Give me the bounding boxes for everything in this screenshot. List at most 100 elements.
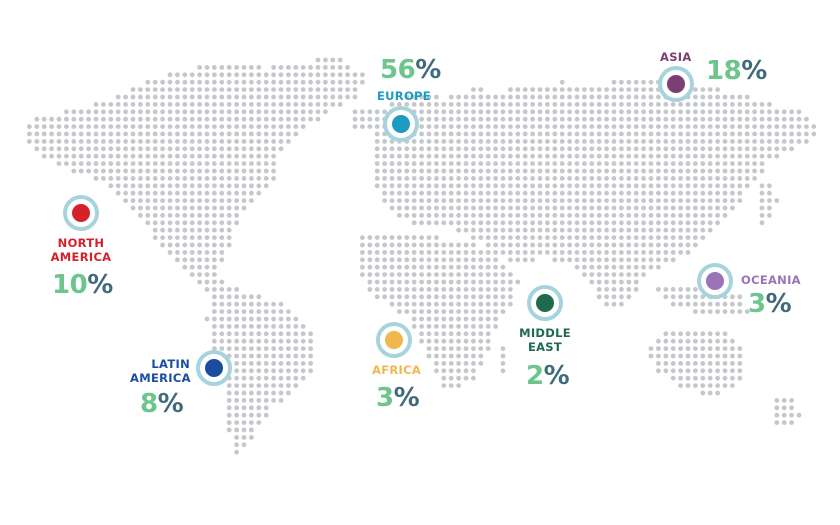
map-dot: [263, 346, 269, 351]
map-dot: [471, 294, 476, 300]
map-dot: [463, 116, 469, 122]
map-dot: [552, 131, 558, 137]
map-dot: [604, 190, 609, 196]
map-dot: [249, 161, 254, 167]
map-dot: [426, 109, 432, 115]
map-dot: [426, 235, 432, 241]
map-dot: [360, 242, 365, 248]
map-dot: [596, 87, 602, 92]
map-dot: [397, 294, 402, 300]
map-dot: [374, 109, 380, 115]
map-dot: [722, 213, 728, 218]
map-dot: [271, 176, 276, 181]
map-dot: [212, 131, 217, 137]
map-dot: [478, 153, 484, 159]
map-dot: [737, 190, 743, 196]
map-dot: [382, 250, 387, 255]
map-dot: [567, 242, 572, 248]
map-dot: [293, 65, 299, 70]
map-dot: [604, 301, 609, 307]
map-dot: [700, 109, 706, 115]
map-dot: [212, 316, 217, 322]
map-dot: [426, 324, 432, 329]
map-dot: [441, 250, 447, 255]
map-dot: [374, 235, 380, 241]
map-dot: [256, 176, 262, 181]
map-dot: [670, 294, 676, 300]
map-dot: [389, 190, 395, 196]
map-dot: [456, 375, 461, 381]
map-dot: [138, 213, 143, 218]
map-dot: [730, 383, 735, 388]
map-dot: [478, 309, 484, 314]
map-dot: [241, 368, 247, 374]
map-dot: [434, 131, 439, 137]
map-dot: [226, 227, 232, 233]
map-dot: [234, 346, 240, 351]
map-dot: [463, 227, 469, 233]
map-dot: [434, 153, 439, 159]
map-dot: [693, 361, 698, 366]
map-dot: [397, 183, 402, 189]
map-dot: [278, 309, 284, 314]
map-dot: [293, 87, 299, 92]
map-dot: [485, 190, 491, 196]
map-dot: [204, 116, 210, 122]
map-dot: [456, 346, 461, 351]
map-dot: [108, 176, 114, 181]
map-dot: [589, 220, 595, 226]
map-dot: [219, 309, 225, 314]
map-dot: [456, 250, 461, 255]
map-dot: [463, 294, 469, 300]
map-dot: [693, 287, 698, 292]
map-dot: [189, 257, 195, 263]
map-dot: [234, 405, 240, 411]
map-dot: [145, 153, 151, 159]
map-dot: [670, 190, 676, 196]
map-dot: [93, 102, 99, 107]
map-dot: [619, 168, 624, 174]
map-dot: [175, 198, 180, 204]
map-dot: [448, 257, 454, 263]
map-dot: [389, 242, 395, 248]
map-dot: [781, 131, 787, 137]
map-dot: [456, 116, 461, 122]
map-dot: [389, 301, 395, 307]
map-dot: [278, 146, 284, 152]
map-dot: [744, 139, 750, 144]
map-dot: [389, 287, 395, 292]
map-dot: [123, 124, 128, 129]
map-dot: [278, 65, 284, 70]
map-dot: [256, 368, 262, 374]
map-dot: [160, 176, 166, 181]
africa-percent-sign: %: [393, 383, 420, 413]
map-dot: [145, 205, 151, 211]
map-dot: [256, 146, 262, 152]
map-dot: [715, 383, 720, 388]
map-dot: [478, 146, 484, 152]
map-dot: [774, 153, 780, 159]
map-dot: [197, 279, 203, 285]
map-dot: [478, 324, 484, 329]
map-dot: [530, 176, 535, 181]
map-dot: [730, 139, 735, 144]
map-dot: [552, 109, 558, 115]
map-dot: [752, 176, 757, 181]
map-dot: [478, 205, 484, 211]
map-dot: [552, 242, 558, 248]
map-dot: [456, 102, 461, 107]
map-dot: [693, 242, 698, 248]
map-dot: [626, 235, 632, 241]
map-dot: [678, 353, 683, 359]
map-dot: [656, 220, 661, 226]
map-dot: [419, 94, 424, 100]
map-dot: [271, 375, 276, 381]
map-dot: [582, 94, 587, 100]
map-dot: [441, 220, 447, 226]
map-dot: [197, 242, 203, 248]
map-dot: [619, 272, 624, 277]
map-dot: [574, 250, 580, 255]
map-dot: [160, 109, 166, 115]
map-dot: [670, 301, 676, 307]
map-dot: [500, 272, 506, 277]
